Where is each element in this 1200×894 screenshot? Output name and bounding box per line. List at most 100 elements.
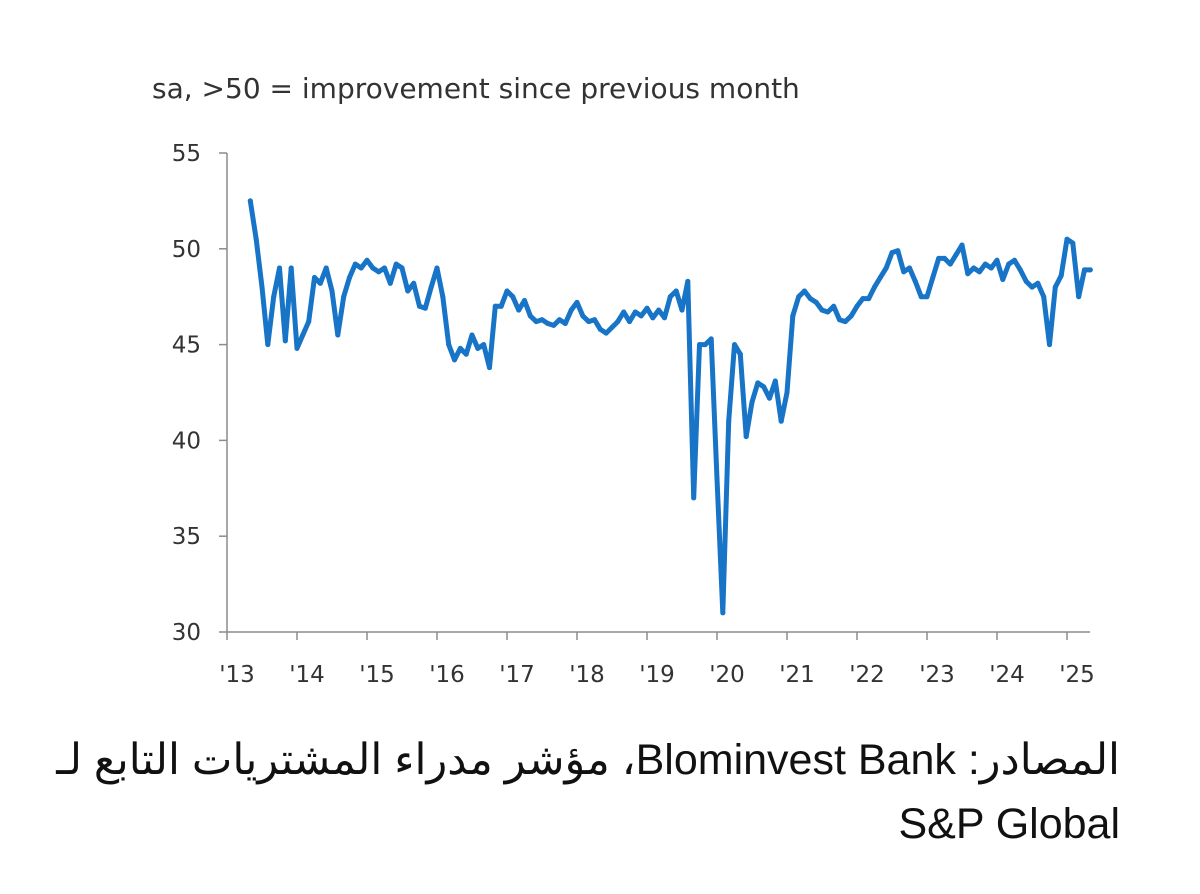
data-point [702, 342, 708, 348]
data-point [399, 265, 405, 271]
data-point [1058, 273, 1064, 279]
data-point [691, 495, 697, 501]
pmi-line-chart: 30 35 40 45 50 55 '13 '14 '15 '16 '17 '18 '19 '20 '21… [172, 141, 1095, 688]
x-axis: '13 '14 '15 '16 '17 '18 '19 '20 '21 '22 '23 '24 '25 [219, 631, 1095, 688]
data-point [259, 284, 265, 290]
data-point [784, 390, 790, 395]
data-point [866, 296, 872, 302]
data-point [440, 294, 446, 300]
data-point [1000, 277, 1006, 282]
series-line [247, 198, 1093, 616]
data-point [743, 434, 749, 440]
data-point [1082, 267, 1087, 273]
data-point [300, 332, 306, 338]
x-tick-label: '18 [569, 662, 605, 688]
data-point [790, 313, 796, 319]
data-point [1076, 294, 1082, 300]
data-point [632, 309, 638, 315]
data-point [282, 338, 288, 344]
x-tick-label: '13 [219, 662, 255, 688]
data-point [597, 326, 603, 332]
y-tick-label: 30 [172, 620, 201, 646]
data-point [475, 345, 481, 351]
data-point [755, 380, 761, 386]
data-point [411, 280, 417, 286]
data-point [848, 313, 854, 319]
data-point [516, 307, 522, 313]
data-point [492, 303, 498, 309]
data-point [860, 296, 866, 302]
data-point [247, 198, 253, 204]
y-tick-label: 50 [172, 237, 201, 263]
y-tick-label: 45 [172, 333, 201, 359]
y-tick-label: 40 [172, 428, 201, 454]
data-point [842, 319, 848, 325]
data-point [469, 332, 475, 338]
data-point [428, 284, 434, 290]
x-tick-label: '17 [499, 662, 535, 688]
data-point [551, 322, 557, 328]
data-point [697, 342, 702, 348]
data-point [557, 317, 562, 323]
data-point [837, 317, 842, 323]
data-point [306, 319, 312, 325]
data-point [323, 265, 329, 271]
data-point [942, 255, 947, 261]
x-tick-label: '22 [849, 662, 885, 688]
data-point [288, 265, 294, 271]
data-point [393, 261, 399, 267]
data-point [778, 418, 784, 424]
data-point [446, 342, 452, 348]
data-point [982, 261, 988, 267]
data-point [335, 332, 341, 338]
data-point [1041, 294, 1047, 300]
x-tick-label: '15 [359, 662, 395, 688]
data-point [901, 269, 907, 275]
data-point [918, 294, 924, 300]
data-point [1047, 342, 1052, 348]
data-point [417, 303, 422, 309]
data-point [271, 294, 277, 300]
data-point [387, 280, 393, 286]
data-point [317, 280, 323, 286]
data-point [650, 315, 656, 321]
data-point [580, 313, 586, 319]
data-point [329, 288, 335, 294]
x-tick-label: '23 [919, 662, 955, 688]
data-point [673, 288, 679, 294]
data-point [947, 261, 953, 267]
data-point [685, 278, 691, 284]
data-point [615, 319, 621, 325]
data-point [965, 271, 971, 277]
x-tick-label: '21 [779, 662, 815, 688]
data-point [253, 236, 259, 242]
data-point [749, 399, 755, 405]
data-point [807, 296, 813, 302]
data-point [364, 257, 370, 263]
data-point [312, 275, 317, 280]
data-point [545, 321, 551, 326]
data-point [895, 248, 901, 254]
data-point [504, 288, 510, 294]
data-point [422, 305, 428, 311]
data-point [487, 365, 492, 371]
x-tick-label: '20 [709, 662, 745, 688]
x-tick-label: '24 [989, 662, 1025, 688]
x-tick-label: '25 [1059, 662, 1095, 688]
data-point [457, 345, 463, 351]
data-point [854, 303, 860, 309]
data-point [463, 351, 469, 357]
data-point [1087, 267, 1093, 273]
data-point [621, 309, 627, 315]
data-point [825, 309, 831, 315]
data-point [527, 313, 533, 319]
data-point [994, 257, 1000, 263]
y-axis: 30 35 40 45 50 55 [172, 141, 228, 646]
data-point [720, 610, 726, 616]
data-point [813, 299, 819, 305]
data-point [592, 317, 597, 323]
data-point [732, 342, 737, 348]
data-point [924, 294, 930, 300]
data-point [1006, 261, 1012, 267]
data-point [802, 288, 807, 294]
